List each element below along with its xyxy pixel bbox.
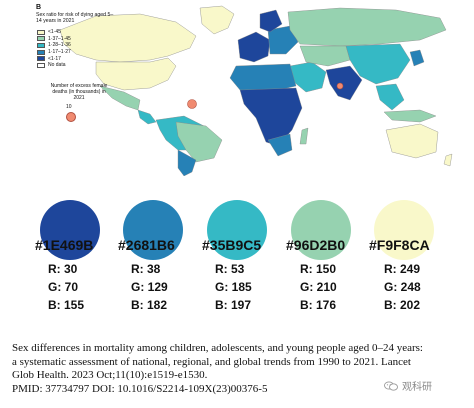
legend-item: <1·45	[37, 29, 71, 36]
central-america-region	[137, 109, 157, 125]
rgb-r-2: R: 38	[131, 262, 161, 276]
rgb-g-3: G: 185	[215, 280, 252, 294]
hex-code-2: #2681B6	[118, 237, 175, 253]
russia-region	[287, 7, 447, 47]
rgb-g-5: G: 248	[384, 280, 421, 294]
color-swatch-4	[291, 200, 351, 260]
color-swatch-2	[123, 200, 183, 260]
rgb-g-1: G: 70	[48, 280, 79, 294]
central-asia-region	[299, 45, 351, 67]
new-zealand-region	[443, 153, 453, 167]
legend-item: 1·17–1·27	[37, 49, 71, 56]
legend-swatch	[37, 36, 45, 42]
scandinavia-region	[259, 9, 283, 33]
rgb-r-4: R: 150	[300, 262, 337, 276]
legend-label: <1·17	[48, 55, 61, 62]
legend-swatch	[37, 62, 45, 68]
bubble-legend-circle	[66, 112, 76, 122]
world-map-panel: B Sex ratio for risk of dying aged 5–14 …	[0, 0, 474, 176]
panel-letter: B	[36, 4, 42, 11]
indonesia-region	[383, 109, 437, 123]
hex-code-3: #35B9C5	[202, 237, 262, 253]
legend-label: 1·28–1·36	[48, 42, 71, 49]
rgb-g-2: G: 129	[131, 280, 168, 294]
usa-region	[95, 57, 177, 91]
bubble-legend-value: 10	[66, 104, 72, 110]
east-asia-coast-region	[409, 49, 425, 67]
color-swatch-1	[40, 200, 100, 260]
citation-line: a systematic assessment of national, reg…	[12, 355, 411, 368]
hex-code-5: #F9F8CA	[369, 237, 430, 253]
legend-item: 1·37–1·45	[37, 36, 71, 43]
southern-africa-region	[267, 133, 293, 157]
citation-line: PMID: 37734797 DOI: 10.1016/S2214-109X(2…	[12, 382, 268, 395]
excess-deaths-bubble	[336, 82, 344, 90]
brazil-region	[175, 121, 223, 163]
wechat-icon	[384, 380, 398, 391]
rgb-r-1: R: 30	[48, 262, 78, 276]
greenland-region	[199, 5, 235, 35]
legend-swatch	[37, 29, 45, 35]
south-asia-region	[325, 65, 363, 101]
map-legend: <1·45 1·37–1·45 1·28–1·36 1·17–1·27 <1·1…	[37, 29, 71, 69]
rgb-b-4: B: 176	[300, 298, 337, 312]
south-america-south-region	[177, 149, 197, 176]
middle-east-region	[289, 61, 327, 93]
legend-label: 1·37–1·45	[48, 35, 71, 42]
china-region	[345, 43, 411, 85]
color-swatch-3	[207, 200, 267, 260]
sub-saharan-africa-region	[239, 87, 303, 147]
legend-swatch	[37, 42, 45, 48]
legend-label: No data	[48, 62, 66, 69]
rgb-r-5: R: 249	[384, 262, 421, 276]
north-africa-region	[229, 63, 297, 93]
citation-text: Sex differences in mortality among child…	[12, 342, 468, 396]
legend-title: Sex ratio for risk of dying aged 5–14 ye…	[36, 12, 114, 24]
watermark: 观科研	[384, 378, 432, 393]
australia-region	[385, 123, 439, 159]
hex-code-4: #96D2B0	[286, 237, 346, 253]
world-choropleth-map	[59, 5, 453, 176]
rgb-b-2: B: 182	[131, 298, 168, 312]
legend-label: <1·45	[48, 29, 61, 36]
watermark-text: 观科研	[402, 382, 432, 393]
rgb-b-5: B: 202	[384, 298, 421, 312]
europe-west-region	[237, 31, 271, 63]
europe-east-region	[267, 25, 299, 55]
rgb-r-3: R: 53	[215, 262, 245, 276]
rgb-b-3: B: 197	[215, 298, 252, 312]
legend-item: <1·17	[37, 55, 71, 62]
hex-code-1: #1E469B	[35, 237, 94, 253]
excess-deaths-bubble	[187, 99, 197, 109]
legend-item: No data	[37, 62, 71, 69]
legend-label: 1·17–1·27	[48, 49, 71, 56]
rgb-g-4: G: 210	[300, 280, 337, 294]
color-swatch-5	[374, 200, 434, 260]
southeast-asia-region	[375, 83, 405, 111]
legend-item: 1·28–1·36	[37, 42, 71, 49]
bubble-legend-title: Number of excess female deaths (in thous…	[50, 83, 108, 101]
citation-line: Glob Health. 2023 Oct;11(10):e1519-e1530…	[12, 369, 208, 381]
madagascar-region	[299, 127, 309, 145]
legend-swatch	[37, 56, 45, 62]
rgb-b-1: B: 155	[48, 298, 85, 312]
citation-line: Sex differences in mortality among child…	[12, 342, 423, 354]
legend-swatch	[37, 49, 45, 55]
canada-region	[59, 13, 197, 63]
